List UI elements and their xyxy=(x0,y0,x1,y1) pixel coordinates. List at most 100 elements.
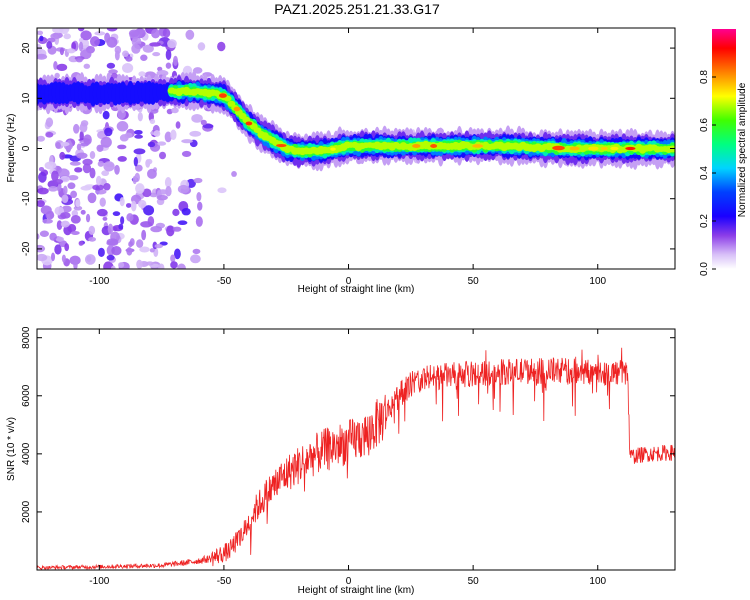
noise-blob xyxy=(63,185,68,195)
noise-blob xyxy=(165,62,172,69)
noise-blob xyxy=(150,225,163,233)
y-tick-label: 20 xyxy=(21,42,32,54)
noise-blob xyxy=(40,205,52,215)
noise-blob xyxy=(173,248,181,260)
noise-blob xyxy=(99,197,106,207)
x-tick-label: -50 xyxy=(217,576,232,587)
noise-blob xyxy=(88,236,97,242)
noise-blob xyxy=(70,215,81,224)
colorbar-tick-label: 0.0 xyxy=(699,262,710,276)
noise-blob xyxy=(189,130,202,137)
x-tick-label: 50 xyxy=(468,576,480,587)
noise-blob xyxy=(51,170,59,182)
noise-blob xyxy=(157,141,167,146)
noise-blob xyxy=(165,49,172,61)
noise-blob xyxy=(55,236,65,242)
noise-blob xyxy=(172,226,182,232)
colorbar-tick-label: 0.6 xyxy=(699,118,710,132)
ridge-hotspot xyxy=(569,146,580,151)
noise-blob xyxy=(69,161,81,166)
noise-blob xyxy=(70,190,78,199)
noise-blob xyxy=(138,71,146,77)
noise-blob xyxy=(167,39,177,49)
noise-blob xyxy=(70,230,80,236)
noise-blob xyxy=(56,63,68,72)
x-tick-label: 100 xyxy=(589,276,606,287)
snr-frame xyxy=(36,328,676,571)
y-tick-label: 0 xyxy=(21,145,32,151)
noise-blob xyxy=(154,243,163,249)
noise-blob xyxy=(131,43,141,54)
noise-blob xyxy=(71,41,77,51)
snr-panel: -100 -50 0 50 100 2000 4000 6000 8000 Height of… xyxy=(6,326,676,596)
noise-blob xyxy=(97,247,105,258)
ridge-hotspot xyxy=(610,146,619,151)
noise-blob xyxy=(37,53,48,60)
spectrogram-x-label: Height of straight line (km) xyxy=(298,284,415,295)
noise-blob xyxy=(181,207,191,216)
x-tick-label: 50 xyxy=(468,276,480,287)
noise-blob xyxy=(177,184,190,194)
ridge-hotspot xyxy=(330,147,336,151)
noise-blob xyxy=(170,254,176,263)
noise-blob xyxy=(38,166,45,172)
noise-blob xyxy=(158,263,165,269)
noise-blob xyxy=(153,130,161,137)
noise-blob xyxy=(175,121,181,129)
noise-blob xyxy=(146,158,153,165)
noise-blob xyxy=(77,28,85,32)
noise-blob xyxy=(42,218,53,224)
noise-blob xyxy=(166,225,175,237)
noise-blob xyxy=(126,247,133,256)
ridge-hotspot xyxy=(588,146,599,151)
noise-blob xyxy=(60,141,70,147)
x-tick-label: -100 xyxy=(89,576,109,587)
noise-blob xyxy=(202,123,214,129)
colorbar-tick-label: 0.4 xyxy=(699,166,710,180)
noise-blob xyxy=(151,28,161,39)
x-tick-label: -100 xyxy=(89,276,109,287)
noise-blob xyxy=(149,192,159,198)
noise-blob xyxy=(79,130,84,142)
noise-blob xyxy=(83,134,92,146)
noise-blob xyxy=(147,168,157,179)
ridge-hotspot xyxy=(233,106,241,112)
noise-blob xyxy=(89,151,96,160)
noise-blob xyxy=(73,259,78,269)
noise-blob xyxy=(134,172,140,183)
noise-blob xyxy=(119,197,125,207)
y-tick-label: 10 xyxy=(21,92,32,104)
noise-blob xyxy=(73,123,80,134)
noise-blob xyxy=(37,135,45,142)
noise-blob xyxy=(60,211,71,219)
noise-blob xyxy=(136,239,144,248)
noise-blob xyxy=(133,156,138,167)
noise-blob xyxy=(118,262,125,268)
noise-blob xyxy=(45,117,54,128)
noise-blob xyxy=(128,241,133,248)
noise-blob xyxy=(170,129,177,140)
noise-blob xyxy=(82,158,93,166)
noise-blob xyxy=(66,48,76,54)
noise-blob xyxy=(177,263,186,269)
noise-blob xyxy=(124,132,133,139)
snr-y-label: SNR (10 * v/v) xyxy=(6,417,17,481)
noise-blob xyxy=(96,144,104,152)
noise-blob xyxy=(97,160,104,167)
noise-blob xyxy=(75,58,83,63)
noise-blob xyxy=(89,167,96,179)
noise-blob xyxy=(106,254,115,261)
noise-blob xyxy=(67,174,79,181)
noise-blob xyxy=(37,187,49,195)
noise-blob xyxy=(142,44,154,53)
noise-blob xyxy=(117,156,127,162)
page-title: PAZ1.2025.251.21.33.G17 xyxy=(274,1,440,17)
noise-blob xyxy=(197,42,206,51)
noise-blob xyxy=(89,36,100,47)
noise-blob xyxy=(128,29,140,37)
noise-blob xyxy=(147,216,155,227)
noise-blob xyxy=(138,199,147,209)
noise-blob xyxy=(193,177,203,184)
ridge-hotspot xyxy=(218,93,227,98)
